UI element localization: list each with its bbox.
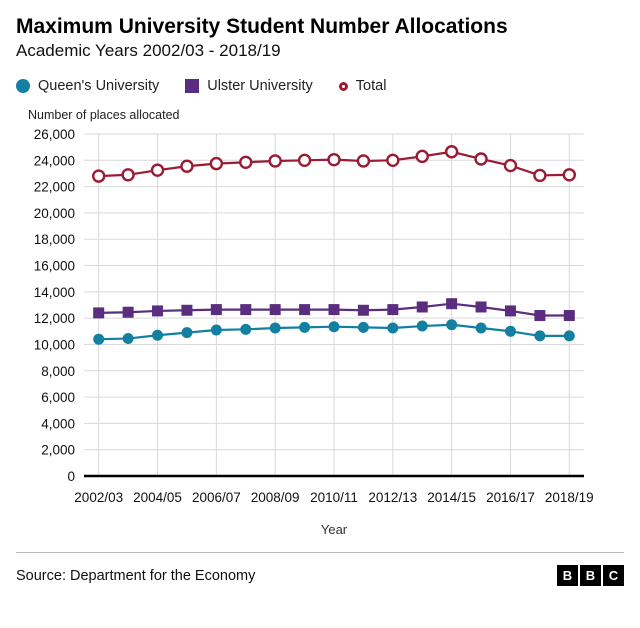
svg-text:2006/07: 2006/07 [192, 490, 241, 505]
chart-canvas: 0 2,000 4,000 6,000 8,000 10,000 12,000 14,000 1… [34, 127, 594, 537]
svg-text:2008/09: 2008/09 [251, 490, 300, 505]
svg-text:24,000: 24,000 [34, 153, 75, 168]
svg-text:Year: Year [321, 522, 348, 537]
svg-text:6,000: 6,000 [41, 390, 75, 405]
svg-text:4,000: 4,000 [41, 416, 75, 431]
queens-circle-marker-icon [16, 79, 30, 93]
svg-text:16,000: 16,000 [34, 259, 75, 274]
bbc-logo-letter: B [557, 565, 578, 586]
svg-text:2016/17: 2016/17 [486, 490, 535, 505]
y-axis-label: Number of places allocated [28, 108, 180, 122]
svg-text:2,000: 2,000 [41, 443, 75, 458]
total-open-circle-marker-icon [338, 81, 348, 91]
source-text: Source: Department for the Economy [16, 567, 256, 584]
page-subtitle: Academic Years 2002/03 - 2018/19 [16, 41, 281, 60]
legend-label-ulster: Ulster University [207, 78, 313, 94]
chart-legend: Queen's University Ulster University Tot… [16, 78, 624, 94]
svg-text:12,000: 12,000 [34, 311, 75, 326]
page-title: Maximum University Student Number Alloca… [16, 15, 508, 38]
legend-item-total: Total [338, 78, 387, 94]
svg-text:2004/05: 2004/05 [133, 490, 182, 505]
bbc-logo: B B C [557, 565, 624, 586]
footer-divider [16, 552, 624, 553]
svg-text:2010/11: 2010/11 [310, 490, 358, 505]
svg-text:0: 0 [67, 469, 75, 484]
svg-text:26,000: 26,000 [34, 127, 75, 142]
ulster-square-marker-icon [185, 79, 200, 93]
legend-label-total: Total [355, 78, 387, 94]
svg-text:2002/03: 2002/03 [74, 490, 123, 505]
legend-item-ulster: Ulster University [185, 78, 313, 94]
svg-text:2012/13: 2012/13 [368, 490, 417, 505]
svg-text:14,000: 14,000 [34, 285, 75, 300]
svg-text:20,000: 20,000 [34, 206, 75, 221]
svg-text:2018/19: 2018/19 [545, 490, 594, 505]
svg-text:2014/15: 2014/15 [427, 490, 476, 505]
legend-label-queens: Queen's University [38, 78, 160, 94]
footer: Source: Department for the Economy B B C [16, 553, 624, 586]
line-chart: 0 2,000 4,000 6,000 8,000 10,000 12,000 14,000 1… [16, 124, 624, 542]
legend-item-queens: Queen's University [16, 78, 159, 94]
svg-text:10,000: 10,000 [34, 337, 75, 352]
svg-text:18,000: 18,000 [34, 232, 75, 247]
bbc-logo-letter: C [603, 565, 624, 586]
bbc-logo-letter: B [580, 565, 601, 586]
svg-text:22,000: 22,000 [34, 180, 75, 195]
svg-text:8,000: 8,000 [41, 364, 75, 379]
